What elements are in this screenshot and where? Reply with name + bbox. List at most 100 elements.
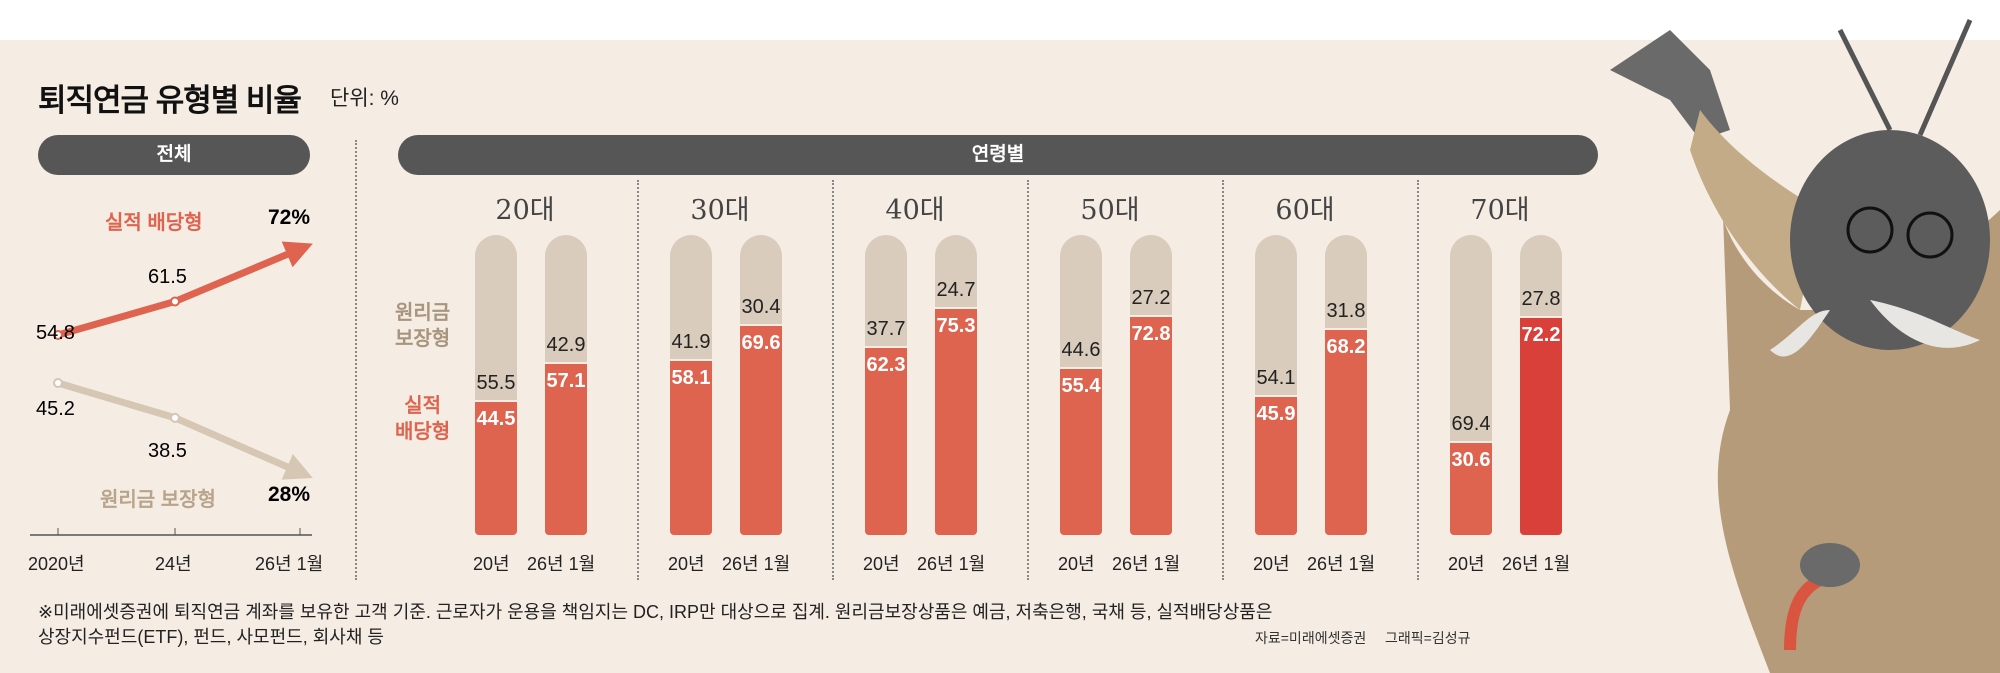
x-tick-label: 20년 — [668, 554, 705, 574]
guarantee-value: 54.1 — [1256, 367, 1296, 390]
stacked-bar — [1520, 235, 1562, 535]
guarantee-value: 37.7 — [866, 318, 906, 341]
guarantee-value: 30.4 — [741, 296, 781, 319]
source-credit: 자료=미래에셋증권 — [1255, 630, 1367, 646]
group-divider — [832, 180, 834, 580]
guarantee-value: 55.5 — [476, 371, 516, 394]
footnote-line: ※미래에셋증권에 퇴직연금 계좌를 보유한 고객 기준. 근로자가 운용을 책임… — [38, 602, 1273, 622]
page-title: 퇴직연금 유형별 비율 — [38, 83, 302, 118]
performance-segment — [1520, 316, 1562, 535]
stacked-bar — [865, 235, 907, 535]
guarantee-value: 27.2 — [1131, 286, 1171, 309]
series-line — [57, 241, 313, 339]
stacked-bar — [545, 235, 587, 535]
x-tick-label: 26년 1월 — [1502, 554, 1571, 574]
stacked-bar — [1130, 235, 1172, 535]
performance-segment — [865, 346, 907, 535]
legend-text: 실적 — [404, 395, 441, 417]
x-tick-label: 20년 — [863, 554, 900, 574]
guarantee-value: 24.7 — [936, 279, 976, 302]
x-tick-label: 24년 — [155, 554, 192, 574]
performance-value: 55.4 — [1061, 374, 1101, 397]
group-divider — [1027, 180, 1029, 580]
x-tick-label: 26년 1월 — [1112, 554, 1181, 574]
stacked-bar — [1255, 235, 1297, 535]
performance-value: 44.5 — [476, 407, 516, 430]
guarantee-value: 31.8 — [1326, 300, 1366, 323]
x-tick-label: 26년 1월 — [722, 554, 791, 574]
footnote: ※미래에셋증권에 퇴직연금 계좌를 보유한 고객 기준. 근로자가 운용을 책임… — [38, 600, 1538, 650]
performance-segment — [935, 307, 977, 535]
age-header: 연령별 — [398, 135, 1598, 175]
performance-segment — [475, 399, 517, 535]
performance-value: 45.9 — [1256, 403, 1296, 426]
legend-performance: 실적 배당형 — [395, 393, 450, 445]
performance-segment — [1130, 314, 1172, 535]
data-point — [53, 330, 63, 340]
performance-segment — [1450, 441, 1492, 535]
performance-value: 30.6 — [1451, 449, 1491, 472]
stacked-bar — [670, 235, 712, 535]
performance-value: 72.2 — [1521, 324, 1561, 347]
age-group-label: 20대 — [495, 195, 555, 226]
age-group-label: 40대 — [885, 195, 945, 226]
legend-text: 보장형 — [395, 328, 451, 350]
legend-text: 원리금 — [395, 302, 451, 324]
x-tick-label: 20년 — [473, 554, 510, 574]
data-point — [170, 296, 180, 307]
divider — [355, 140, 357, 580]
data-point — [53, 378, 63, 388]
data-label: 54.8 — [36, 322, 75, 344]
guarantee-value: 69.4 — [1451, 413, 1491, 436]
footnote-line: 상장지수펀드(ETF), 펀드, 사모펀드, 회사채 등 — [38, 627, 384, 647]
performance-value: 57.1 — [546, 369, 586, 392]
data-point — [170, 412, 180, 423]
age-group-label: 60대 — [1275, 195, 1335, 226]
age-group-label: 50대 — [1080, 195, 1140, 226]
x-tick-label: 20년 — [1448, 554, 1485, 574]
data-label: 38.5 — [148, 440, 187, 462]
data-label: 61.5 — [148, 266, 187, 288]
graphic-credit: 그래픽=김성규 — [1385, 630, 1471, 646]
group-divider — [637, 180, 639, 580]
guarantee-value: 44.6 — [1061, 338, 1101, 361]
guarantee-value: 27.8 — [1521, 288, 1561, 311]
legend-guarantee: 원리금 보장형 — [395, 300, 450, 352]
performance-segment — [1060, 366, 1102, 535]
stacked-bar — [1325, 235, 1367, 535]
age-group-label: 30대 — [690, 195, 750, 226]
performance-value: 62.3 — [866, 354, 906, 377]
x-tick-label: 2020년 — [28, 554, 85, 574]
x-tick-label: 26년 1월 — [255, 554, 324, 574]
group-divider — [1222, 180, 1224, 580]
guarantee-value: 42.9 — [546, 333, 586, 356]
x-tick-label: 26년 1월 — [917, 554, 986, 574]
performance-value: 72.8 — [1131, 322, 1171, 345]
performance-value: 75.3 — [936, 315, 976, 338]
x-tick-label: 20년 — [1253, 554, 1290, 574]
performance-segment — [670, 358, 712, 535]
stacked-bar — [1060, 235, 1102, 535]
guarantee-value: 41.9 — [671, 330, 711, 353]
performance-segment — [545, 361, 587, 535]
stacked-bar — [1450, 235, 1492, 535]
performance-value: 58.1 — [671, 366, 711, 389]
stacked-bar — [475, 235, 517, 535]
stacked-bar — [935, 235, 977, 535]
performance-value: 69.6 — [741, 332, 781, 355]
group-divider — [1417, 180, 1419, 580]
data-label: 45.2 — [36, 398, 75, 420]
elderly-ant-illustration — [1610, 19, 2000, 673]
data-label: 28% — [268, 483, 311, 506]
performance-segment — [1325, 328, 1367, 535]
performance-segment — [740, 324, 782, 535]
overall-line-chart — [30, 241, 313, 536]
stacked-bar — [740, 235, 782, 535]
x-tick-label: 26년 1월 — [1307, 554, 1376, 574]
x-tick-label: 26년 1월 — [527, 554, 596, 574]
series-label-performance: 실적 배당형 — [105, 212, 203, 234]
performance-segment — [1255, 395, 1297, 535]
legend-text: 배당형 — [395, 421, 451, 443]
series-label-guarantee: 원리금 보장형 — [100, 489, 216, 511]
data-label: 72% — [268, 206, 311, 229]
